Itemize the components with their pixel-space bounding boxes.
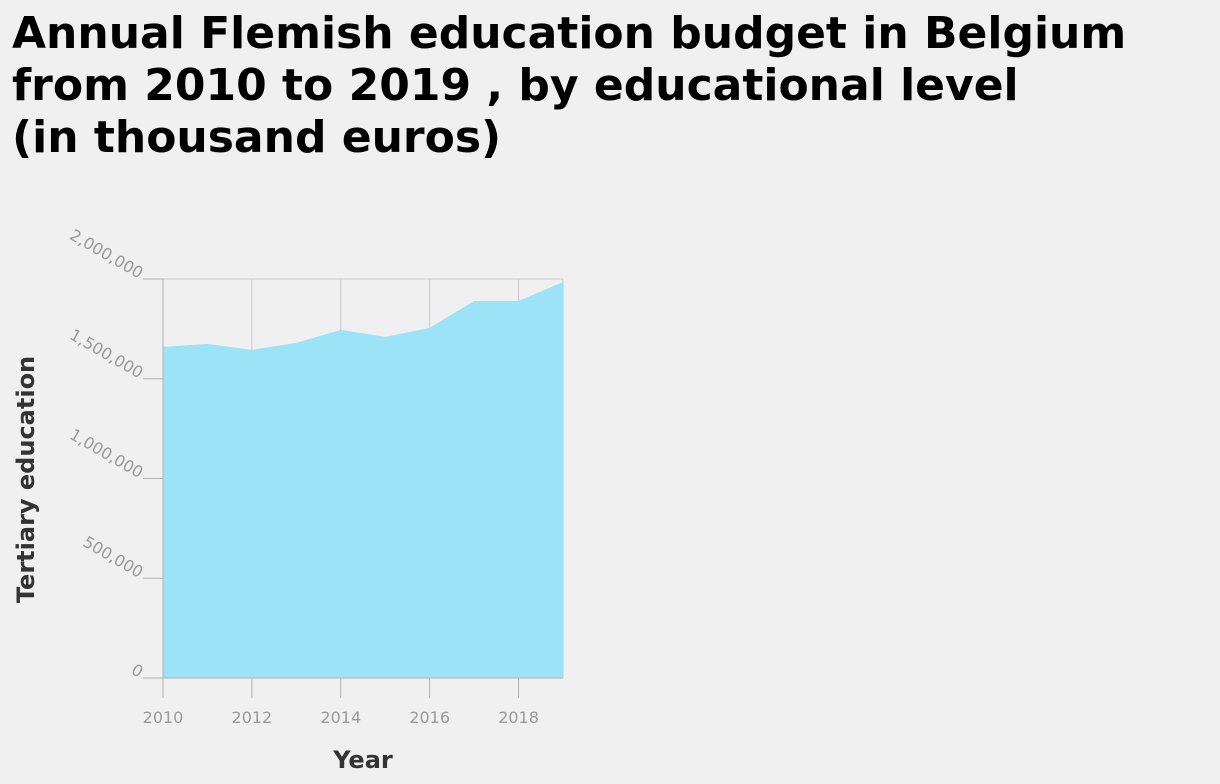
y-tick-label: 2,000,000 [66, 225, 146, 282]
x-tick-label: 2010 [143, 708, 184, 727]
x-axis-title: Year [332, 746, 393, 774]
x-tick-labels: 2010 2012 2014 2016 2018 [143, 708, 539, 727]
x-tick-label: 2014 [320, 708, 361, 727]
chart-title-line-1: Annual Flemish education budget in Belgi… [12, 8, 1127, 59]
area-series [163, 281, 563, 678]
area-fill [163, 281, 563, 678]
chart-title-line-3: (in thousand euros) [12, 112, 502, 163]
y-tick-label: 1,000,000 [66, 425, 146, 482]
x-tick-label: 2016 [409, 708, 450, 727]
axes [143, 278, 563, 698]
chart-title-line-2: from 2010 to 2019 , by educational level [12, 60, 1019, 111]
chart-title: Annual Flemish education budget in Belgi… [12, 8, 1212, 164]
x-tick-label: 2012 [232, 708, 273, 727]
y-tick-label: 500,000 [80, 532, 147, 582]
y-tick-label: 1,500,000 [66, 325, 146, 382]
y-axis-title: Tertiary education [12, 356, 40, 603]
x-tick-label: 2018 [498, 708, 539, 727]
